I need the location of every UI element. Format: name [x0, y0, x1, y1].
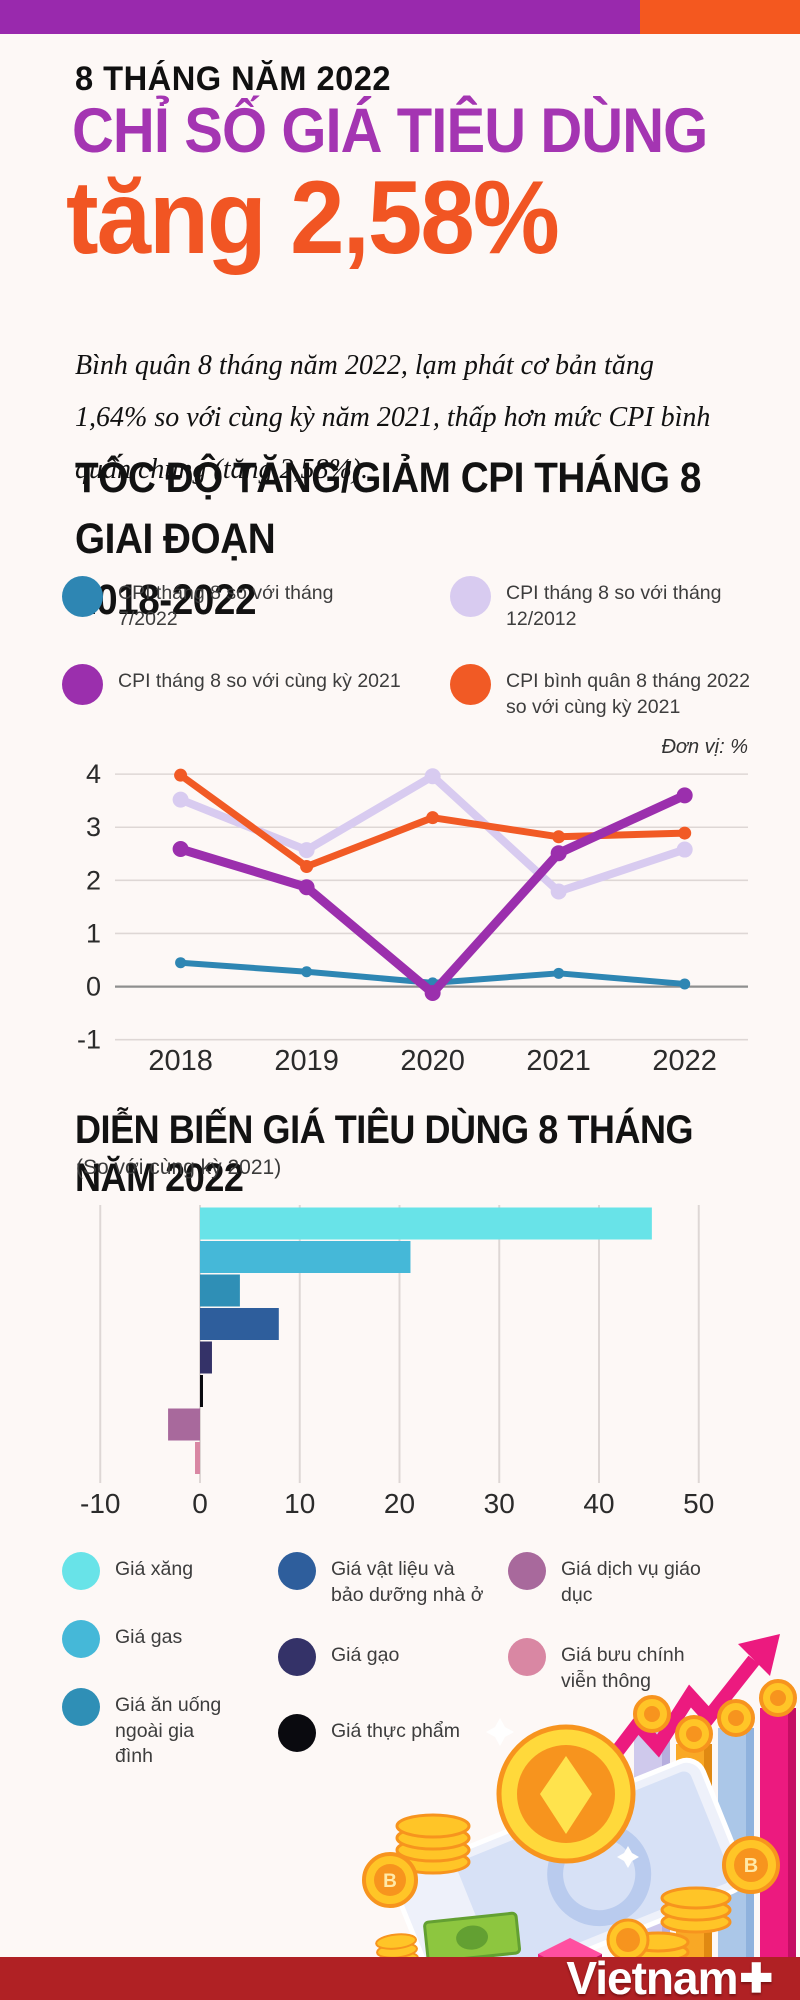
bitcoin-coins-icon: B B [362, 1813, 780, 1963]
svg-text:40: 40 [583, 1488, 614, 1519]
legend-label: Giá xăng [115, 1558, 194, 1580]
page-title: CHỈ SỐ GIÁ TIÊU DÙNG [72, 96, 708, 166]
kicker: 8 THÁNG NĂM 2022 [75, 60, 392, 98]
unit-note: Đơn vị: % [661, 736, 748, 758]
legend-item: Giá xăng [62, 1552, 278, 1590]
legend-label: Giá gas [115, 1626, 183, 1648]
svg-text:B: B [383, 1871, 397, 1892]
legend-column: Giá vật liệu và bảo dưỡng nhà ở Giá gạo … [278, 1552, 508, 1770]
svg-text:0: 0 [86, 972, 101, 1002]
plus-icon: ✚ [739, 1957, 773, 2000]
svg-text:2018: 2018 [148, 1045, 213, 1077]
svg-text:4: 4 [86, 759, 101, 789]
legend-label: Giá ăn uống ngoài gia đình [115, 1694, 222, 1768]
legend-label: Giá dịch vụ giáo dục [561, 1558, 701, 1606]
svg-text:10: 10 [284, 1488, 315, 1519]
legend-swatch-food-icon [278, 1714, 316, 1753]
section1-heading: TỐC ĐỘ TĂNG/GIẢM CPI THÁNG 8 GIAI ĐOẠN 2… [75, 454, 701, 625]
headline-value: tăng 2,58% [66, 160, 560, 276]
top-bar-orange-segment [640, 0, 800, 34]
legend-label: CPI tháng 8 so với tháng 7/2022 [118, 582, 334, 630]
intro-text: Bình quân 8 tháng năm 2022, lạm phát cơ … [75, 350, 711, 486]
footer-bar: Vietnam✚ [0, 1952, 800, 2000]
legend-swatch-education-icon [508, 1552, 546, 1590]
legend-label: Giá gạo [331, 1644, 400, 1667]
cpi-line-chart: 4 3 2 1 0 -1 2018 2019 2020 2021 2022 [77, 759, 748, 1077]
section2-subtitle: (So với cùng kỳ 2021) [76, 1156, 282, 1179]
column-coins-icon [633, 1679, 797, 1753]
legend-item: CPI tháng 8 so với cùng kỳ 2021 [62, 664, 450, 720]
legend-swatch-petrol-icon [62, 1552, 100, 1590]
legend-swatch-postal-icon [508, 1638, 546, 1677]
svg-text:1: 1 [86, 918, 101, 948]
svg-text:-1: -1 [77, 1025, 101, 1055]
svg-text:20: 20 [384, 1488, 415, 1519]
svg-text:0: 0 [192, 1488, 208, 1519]
legend-label: CPI tháng 8 so với tháng 12/2012 [506, 582, 722, 630]
svg-text:3: 3 [86, 812, 101, 842]
legend-swatch-lavender-icon [450, 576, 491, 617]
legend-swatch-dining-icon [62, 1688, 100, 1726]
legend-item: Giá vật liệu và bảo dưỡng nhà ở [278, 1552, 508, 1608]
legend-swatch-materials-icon [278, 1552, 316, 1590]
legend-label: CPI bình quân 8 tháng 2022 so với cùng k… [506, 670, 750, 719]
svg-text:30: 30 [484, 1488, 515, 1519]
svg-text:2019: 2019 [274, 1045, 339, 1077]
growth-arrow-icon [594, 1634, 780, 1779]
price-bar-chart: -10 0 10 20 30 40 50 [80, 1205, 714, 1519]
svg-text:2021: 2021 [526, 1045, 591, 1077]
legend-swatch-orange-icon [450, 664, 491, 706]
legend-column: Giá dịch vụ giáo dục Giá bưu chính viễn … [508, 1552, 726, 1770]
section2-heading: DIỄN BIẾN GIÁ TIÊU DÙNG 8 THÁNG NĂM 2022 [75, 1108, 694, 1200]
bar-chart-legend: Giá xăng Giá gas Giá ăn uống ngoài gia đ… [62, 1552, 742, 1770]
ethereum-coin-icon [486, 1718, 639, 1868]
legend-swatch-purple-icon [62, 664, 103, 706]
legend-item: Giá thực phẩm [278, 1714, 508, 1753]
legend-swatch-rice-icon [278, 1638, 316, 1677]
legend-swatch-gas-icon [62, 1620, 100, 1658]
legend-item: Giá bưu chính viễn thông [508, 1638, 726, 1694]
svg-text:2022: 2022 [652, 1045, 717, 1077]
legend-item: CPI tháng 8 so với tháng 7/2022 [62, 576, 450, 632]
svg-text:B: B [744, 1855, 758, 1877]
svg-text:2: 2 [86, 865, 101, 895]
svg-text:-10: -10 [80, 1488, 120, 1519]
top-bar-purple-segment [0, 0, 640, 34]
legend-item: Giá gas [62, 1620, 278, 1658]
legend-swatch-teal-icon [62, 576, 103, 617]
legend-item: Giá dịch vụ giáo dục [508, 1552, 726, 1608]
top-accent-bar [0, 0, 800, 34]
legend-label: Giá vật liệu và bảo dưỡng nhà ở [331, 1558, 484, 1606]
legend-item: CPI bình quân 8 tháng 2022 so với cùng k… [450, 664, 762, 720]
legend-item: CPI tháng 8 so với tháng 12/2012 [450, 576, 762, 632]
svg-text:2020: 2020 [400, 1045, 465, 1077]
legend-item: Giá gạo [278, 1638, 508, 1677]
legend-item: Giá ăn uống ngoài gia đình [62, 1688, 278, 1770]
legend-label: Giá thực phẩm [331, 1720, 461, 1743]
vietnamplus-logo: Vietnam✚ [566, 1951, 773, 2000]
legend-label: Giá bưu chính viễn thông [561, 1644, 685, 1693]
brand-text: Vietnam [566, 1952, 738, 2000]
legend-column: Giá xăng Giá gas Giá ăn uống ngoài gia đ… [62, 1552, 278, 1770]
line-chart-legend: CPI tháng 8 so với tháng 7/2022 CPI thán… [62, 576, 772, 721]
legend-label: CPI tháng 8 so với cùng kỳ 2021 [118, 670, 401, 693]
svg-text:50: 50 [683, 1488, 714, 1519]
